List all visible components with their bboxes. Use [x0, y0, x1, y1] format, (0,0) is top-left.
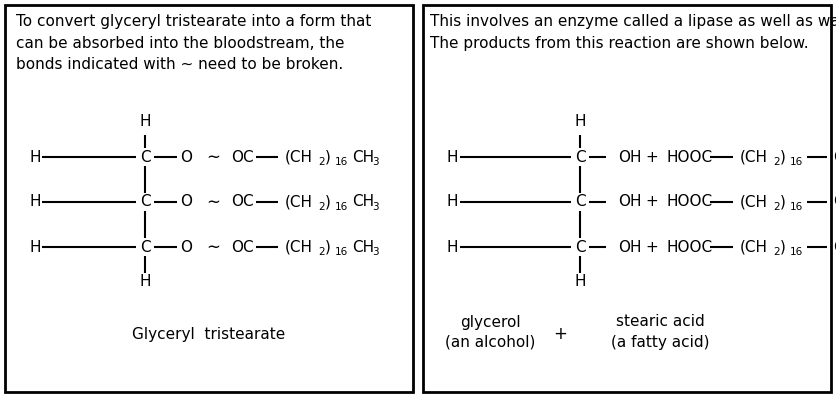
Text: H: H	[446, 150, 458, 164]
Text: CH: CH	[352, 239, 375, 254]
Text: OC: OC	[231, 239, 253, 254]
Text: ∼: ∼	[206, 193, 220, 211]
Text: OC: OC	[231, 195, 253, 210]
Text: HOOC: HOOC	[667, 195, 713, 210]
Text: glycerol: glycerol	[460, 314, 520, 330]
Text: (CH: (CH	[285, 150, 313, 164]
Text: (CH: (CH	[740, 195, 768, 210]
Text: +: +	[645, 150, 659, 164]
Text: 2: 2	[318, 247, 324, 257]
Text: 2: 2	[773, 247, 780, 257]
Bar	[5, 5, 413, 392]
Text: O: O	[180, 195, 192, 210]
Text: CH: CH	[352, 150, 375, 164]
Text: 3: 3	[372, 247, 379, 257]
Text: OH: OH	[618, 239, 641, 254]
Text: H: H	[29, 239, 41, 254]
Text: 16: 16	[790, 247, 803, 257]
Text: OC: OC	[231, 150, 253, 164]
Text: 16: 16	[335, 247, 349, 257]
Text: ): )	[325, 239, 331, 254]
Text: HOOC: HOOC	[667, 239, 713, 254]
Text: C: C	[140, 150, 150, 164]
Text: OH: OH	[618, 195, 641, 210]
Text: 16: 16	[335, 202, 349, 212]
Text: +: +	[645, 195, 659, 210]
Text: (CH: (CH	[740, 150, 768, 164]
Text: ): )	[325, 195, 331, 210]
Text: 2: 2	[318, 157, 324, 167]
Text: Glyceryl  tristearate: Glyceryl tristearate	[132, 328, 286, 343]
Text: ∼: ∼	[206, 238, 220, 256]
Text: stearic acid: stearic acid	[615, 314, 705, 330]
Text: ): )	[780, 150, 786, 164]
Text: H: H	[140, 274, 150, 289]
Text: C: C	[140, 195, 150, 210]
Text: 3: 3	[372, 157, 379, 167]
Bar	[423, 5, 831, 392]
Text: H: H	[446, 195, 458, 210]
Text: CH: CH	[833, 195, 836, 210]
Text: (CH: (CH	[285, 239, 313, 254]
Text: C: C	[140, 239, 150, 254]
Text: 16: 16	[335, 157, 349, 167]
Text: To convert glyceryl tristearate into a form that
can be absorbed into the bloods: To convert glyceryl tristearate into a f…	[16, 14, 371, 72]
Text: H: H	[140, 114, 150, 129]
Text: H: H	[574, 114, 586, 129]
Text: 2: 2	[773, 157, 780, 167]
Text: CH: CH	[352, 195, 375, 210]
Text: H: H	[29, 195, 41, 210]
Text: ∼: ∼	[206, 148, 220, 166]
Text: ): )	[780, 195, 786, 210]
Text: H: H	[574, 274, 586, 289]
Text: O: O	[180, 150, 192, 164]
Text: (CH: (CH	[285, 195, 313, 210]
Text: CH: CH	[833, 150, 836, 164]
Text: 16: 16	[790, 157, 803, 167]
Text: (a fatty acid): (a fatty acid)	[611, 335, 709, 349]
Text: +: +	[553, 325, 567, 343]
Text: This involves an enzyme called a lipase as well as water molecules.
The products: This involves an enzyme called a lipase …	[430, 14, 836, 50]
Text: +: +	[645, 239, 659, 254]
Text: 2: 2	[773, 202, 780, 212]
Text: (an alcohol): (an alcohol)	[445, 335, 535, 349]
Text: 2: 2	[318, 202, 324, 212]
Text: ): )	[325, 150, 331, 164]
Text: H: H	[446, 239, 458, 254]
Text: 16: 16	[790, 202, 803, 212]
Text: OH: OH	[618, 150, 641, 164]
Text: HOOC: HOOC	[667, 150, 713, 164]
Text: (CH: (CH	[740, 239, 768, 254]
Text: C: C	[574, 195, 585, 210]
Text: O: O	[180, 239, 192, 254]
Text: C: C	[574, 239, 585, 254]
Text: H: H	[29, 150, 41, 164]
Text: 3: 3	[372, 202, 379, 212]
Text: ): )	[780, 239, 786, 254]
Text: CH: CH	[833, 239, 836, 254]
Text: C: C	[574, 150, 585, 164]
